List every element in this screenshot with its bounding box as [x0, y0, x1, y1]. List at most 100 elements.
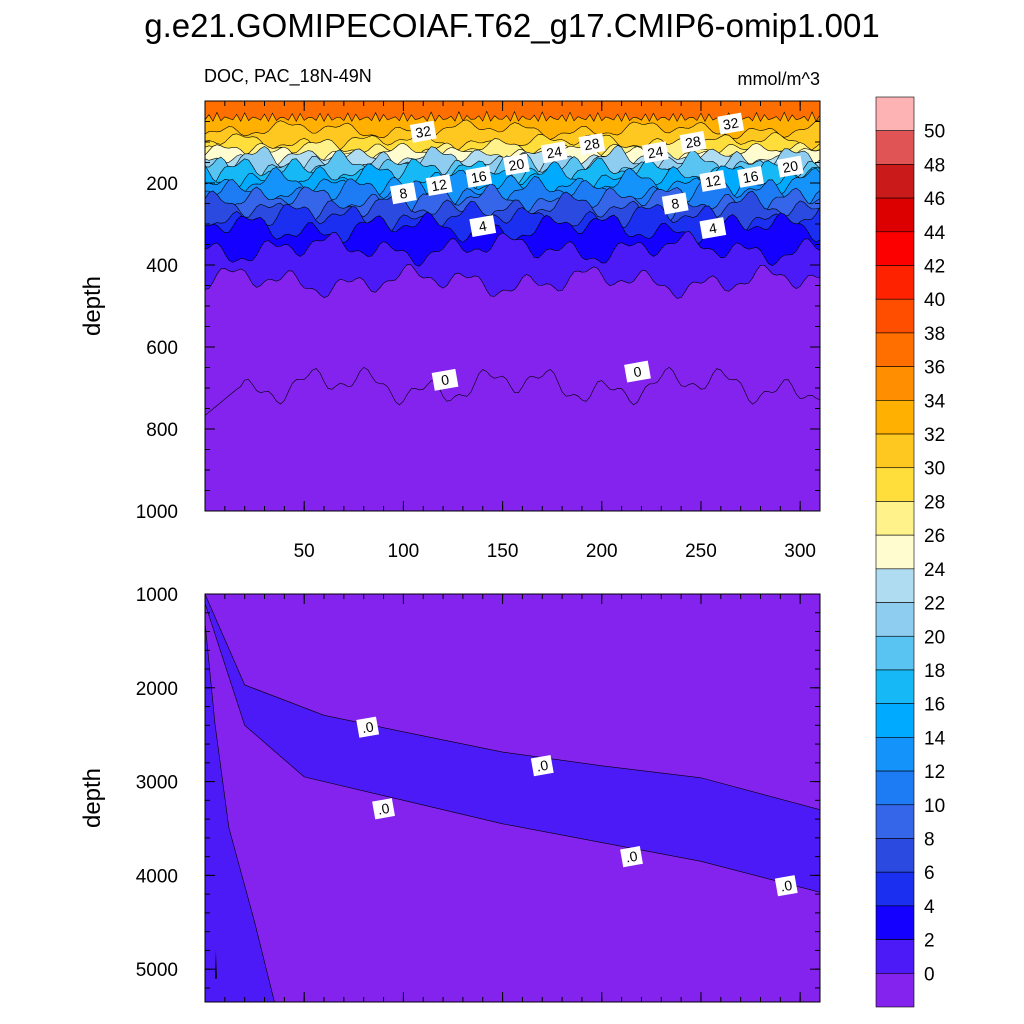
colorbar-swatch [875, 501, 915, 536]
colorbar-swatch [875, 332, 915, 367]
colorbar-swatch [875, 838, 915, 873]
colorbar-label: 12 [924, 762, 945, 783]
colorbar-swatch [875, 164, 915, 199]
contour-label-bg [540, 141, 568, 164]
contour-label-bg [737, 165, 764, 188]
contour-label-bg [465, 165, 493, 188]
colorbar-swatch [875, 467, 915, 502]
contour-label-bg [409, 120, 437, 143]
colorbar-label: 20 [924, 627, 945, 648]
colorbar-swatch [875, 669, 915, 704]
contour-label-bg [776, 155, 804, 178]
contour-label-text: 0 [632, 363, 643, 380]
colorbar-label: 44 [924, 223, 946, 244]
colorbar-swatch [875, 231, 915, 266]
colorbar-swatch [875, 534, 915, 570]
y-tick-label: 5000 [136, 960, 178, 981]
contour-label-bg [641, 141, 669, 164]
plot-area: .0 .0 .0 .0 .0 [205, 594, 820, 1002]
colorbar-label: 50 [924, 122, 945, 143]
colorbar-label: 4 [924, 897, 935, 918]
colorbar-label: 26 [924, 526, 945, 547]
x-tick-label: 200 [586, 541, 618, 562]
contour-label: .0 [530, 755, 554, 777]
x-tick-label: 250 [685, 541, 717, 562]
colorbar-label: 8 [924, 829, 935, 850]
colorbar-label: 32 [924, 425, 945, 446]
contour-label-text: 12 [704, 172, 722, 190]
colorbar-label: 22 [924, 594, 945, 615]
contour-label: 4 [699, 217, 727, 240]
contour-band-deep [205, 622, 275, 1002]
contour-label: 20 [776, 155, 804, 178]
x-tick-label: 150 [487, 541, 519, 562]
contour-label: .0 [356, 716, 380, 738]
contour-label: 32 [409, 120, 437, 143]
contour-label: 28 [679, 131, 707, 153]
contour-label-text: .0 [535, 757, 549, 775]
colorbar-label: 36 [924, 358, 945, 379]
colorbar-label: 46 [924, 189, 945, 210]
colorbar-label: 40 [924, 290, 945, 311]
plot-area: 32 28 24 20 16 12 8 4 0 32 28 24 20 16 12 8 4 0 [205, 101, 820, 511]
colorbar-label: 38 [924, 324, 945, 345]
contour-label-text: .0 [624, 848, 638, 866]
y-tick-label: 4000 [136, 866, 178, 887]
colorbar-swatch [875, 871, 915, 907]
contour-label-bg [774, 875, 798, 897]
contour-label: .0 [372, 798, 395, 820]
colorbar-swatch [875, 770, 915, 806]
colorbar-swatch [875, 197, 915, 233]
contour-label: 8 [390, 182, 417, 205]
contour-label: 24 [641, 141, 669, 164]
contour-label-bg [425, 174, 453, 196]
contour-label-text: 24 [646, 143, 664, 161]
chart-units: mmol/m^3 [738, 69, 820, 89]
contour-label-bg [469, 215, 497, 237]
contour-label: 0 [431, 368, 459, 391]
contour-label-text: 32 [414, 122, 432, 140]
contour-label: 0 [624, 360, 651, 383]
colorbar-label: 30 [924, 459, 945, 480]
contour-label: 12 [699, 170, 727, 192]
small-contour [214, 950, 217, 979]
colorbar-swatch [875, 905, 915, 940]
contour-label: 24 [540, 141, 568, 164]
contour-label: .0 [774, 875, 798, 897]
contour-label-bg [578, 133, 606, 155]
colorbar-swatch [875, 265, 915, 300]
contour-label-bg [356, 716, 380, 738]
y-tick-label: 3000 [136, 773, 178, 794]
contour-label-bg [699, 170, 727, 192]
colorbar-label: 14 [924, 728, 946, 749]
x-tick-label: 100 [388, 541, 420, 562]
colorbar-label: 16 [924, 695, 945, 716]
colorbar-label: 24 [924, 560, 946, 581]
contour-label-text: 4 [708, 220, 719, 237]
colorbar-swatch [875, 737, 915, 772]
colorbar-swatch [875, 972, 915, 1008]
contour-label-text: .0 [779, 877, 793, 895]
contour-label-text: 28 [684, 133, 702, 151]
colorbar: 5048464442403836343230282624222018161412… [875, 96, 946, 1008]
contour-label-text: 16 [742, 168, 760, 186]
upper-panel: 32 28 24 20 16 12 8 4 0 32 28 24 20 16 12 8 4 0 200 400 600 8… [79, 100, 821, 562]
colorbar-swatch [875, 568, 915, 603]
contour-label-text: 32 [722, 114, 740, 132]
y-tick-label: 400 [146, 256, 178, 277]
colorbar-swatch [875, 433, 915, 469]
y-tick-label: 1000 [136, 585, 178, 606]
contour-label-bg [390, 182, 417, 205]
contour-label-bg [624, 360, 651, 383]
colorbar-swatch [875, 400, 915, 435]
contour-label-bg [620, 846, 643, 868]
colorbar-label: 0 [924, 964, 935, 985]
contour-label-bg [503, 153, 530, 176]
chart-title: g.e21.GOMIPECOIAF.T62_g17.CMIP6-omip1.00… [144, 7, 880, 44]
colorbar-label: 42 [924, 257, 945, 278]
contour-label-bg [661, 192, 689, 215]
contour-label-text: 12 [430, 176, 448, 194]
colorbar-swatch [875, 939, 915, 974]
contour-label: .0 [620, 846, 643, 868]
